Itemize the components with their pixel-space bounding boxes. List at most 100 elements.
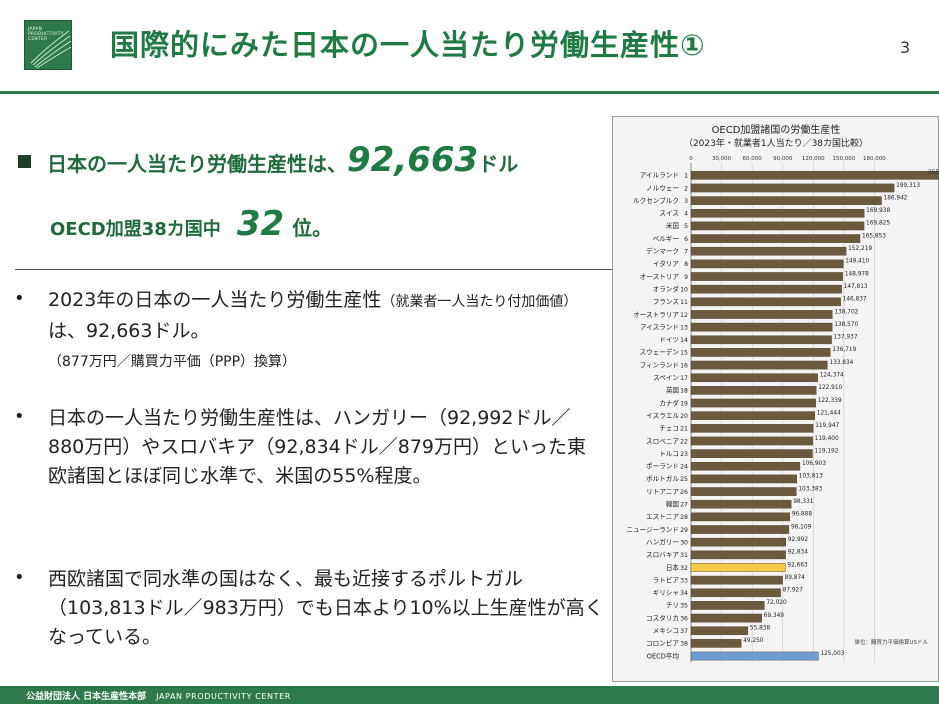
category-label: コスタリカ — [646, 613, 679, 622]
bar-17 — [690, 373, 818, 383]
category-label: アイスランド — [640, 323, 679, 331]
bar-30 — [690, 537, 786, 547]
bar-3 — [690, 196, 882, 205]
value-label: 133,834 — [829, 360, 853, 366]
bullet-text: 西欧諸国で同水準の国はなく、最も近接するポルトガル（103,813ドル／983万… — [48, 568, 604, 648]
bar-35 — [690, 601, 765, 610]
category-label: イスラエル — [646, 412, 679, 420]
rank-label: 15 — [680, 350, 688, 357]
rank-label: 26 — [680, 489, 688, 496]
value-label: 122,910 — [818, 385, 842, 391]
rank-label: 9 — [684, 274, 688, 281]
bar-39 — [690, 651, 819, 661]
category-label: エストニア — [646, 513, 679, 521]
rank-prefix: OECD加盟38カ国中 — [50, 219, 221, 240]
value-label: 138,702 — [834, 309, 858, 315]
value-label: 124,374 — [820, 373, 844, 379]
value-label: 121,444 — [817, 410, 841, 416]
x-tick-label: 90,000 — [773, 156, 793, 162]
value-label: 147,813 — [844, 284, 868, 290]
logo-text-line: JAPAN — [28, 27, 43, 32]
bar-31 — [690, 550, 786, 560]
rank-label: 20 — [680, 413, 688, 420]
bar-23 — [690, 449, 813, 458]
value-label: 137,937 — [834, 335, 858, 341]
bar-27 — [690, 499, 792, 509]
chart-unit-note: 単位：購買力平価換算USドル — [854, 638, 928, 646]
bar-29 — [690, 525, 790, 534]
bar-28 — [690, 512, 790, 522]
bullet-dot: • — [14, 406, 25, 427]
x-tick-label: 150,000 — [832, 156, 855, 162]
footer-org-en: JAPAN PRODUCTIVITY CENTER — [156, 692, 291, 701]
bar-21 — [690, 424, 814, 433]
rank-label: 22 — [680, 438, 688, 445]
category-label: アイルランド — [640, 172, 679, 180]
rank-label: 25 — [680, 476, 688, 483]
logo-text-line: PRODUCTIVITY — [28, 32, 64, 37]
value-label: 49,250 — [743, 638, 764, 644]
rank-label: 21 — [680, 426, 688, 433]
rank-label: 17 — [680, 375, 688, 382]
category-label: ポルトガル — [646, 474, 679, 483]
productivity-bar-chart: OECD加盟諸国の労働生産性（2023年・就業者1人当たり／38カ国比較） 0 30… — [626, 123, 939, 663]
headline-unit: ドル — [478, 152, 519, 176]
rank-label: 37 — [680, 628, 688, 635]
bar-20 — [690, 411, 815, 420]
x-tick-label: 0 — [689, 156, 693, 162]
category-label: ドイツ — [659, 336, 679, 344]
rank-label: 7 — [684, 249, 688, 256]
rank-label: 23 — [680, 451, 688, 458]
category-label: チリ — [666, 602, 679, 610]
value-label: 169,825 — [866, 221, 890, 227]
x-tick-label: 60,000 — [743, 156, 763, 162]
value-label: 89,874 — [785, 575, 806, 581]
x-tick-label: 180,000 — [863, 156, 886, 162]
bar-14 — [690, 335, 832, 345]
value-label: 136,719 — [832, 347, 856, 353]
value-label: 199,313 — [896, 183, 920, 189]
bar-6 — [690, 234, 861, 243]
bar-1 — [690, 171, 939, 180]
category-label: チェコ — [659, 425, 679, 433]
bar-15 — [690, 348, 831, 357]
bar-34 — [690, 588, 781, 598]
square-bullet-icon — [18, 155, 31, 168]
value-label: 92,992 — [788, 537, 809, 543]
rank-label: 34 — [680, 590, 688, 597]
rank-label: 16 — [680, 362, 688, 369]
rank-value: 32 — [236, 204, 285, 244]
category-label: スロバキア — [646, 551, 679, 559]
value-label: 186,942 — [884, 195, 908, 201]
category-label: スイス — [659, 210, 679, 218]
page-number: 3 — [900, 38, 911, 57]
category-label: リトアニア — [646, 488, 679, 496]
value-label: 92,663 — [787, 562, 808, 568]
category-label: フランス — [653, 298, 679, 306]
rank-label: 8 — [684, 261, 688, 268]
rank-label: 31 — [680, 552, 688, 559]
category-label: スペイン — [653, 374, 679, 382]
category-label: ベルギー — [653, 235, 679, 243]
category-label: コロンビア — [646, 639, 679, 648]
rank-label: 35 — [680, 603, 688, 610]
bar-26 — [690, 487, 797, 496]
headline-rank: OECD加盟38カ国中 32 位。 — [50, 204, 332, 244]
category-label: ノルウェー — [646, 184, 679, 192]
value-label: 138,570 — [834, 322, 858, 328]
category-label: オーストラリア — [633, 311, 679, 319]
bullet-text: 2023年の日本の一人当たり労働生産性（就業者一人当たり付加価値） は、92,66… — [48, 286, 604, 377]
value-label: 169,938 — [866, 208, 890, 214]
rank-label: 33 — [680, 577, 688, 584]
rank-label: 28 — [680, 514, 688, 521]
bullet-item: • 西欧諸国で同水準の国はなく、最も近接するポルトガル（103,813ドル／98… — [14, 565, 604, 652]
value-label: 106,903 — [802, 461, 826, 467]
bar-19 — [690, 398, 816, 408]
headline-productivity: 日本の一人当たり労働生産性は、92,663ドル — [18, 140, 518, 180]
category-label: ニュージーランド — [626, 526, 679, 534]
category-label: メキシコ — [653, 627, 679, 635]
value-label: 103,813 — [799, 474, 823, 480]
bar-37 — [690, 626, 749, 636]
bar-8 — [690, 259, 844, 269]
category-label: オランダ — [653, 284, 680, 293]
